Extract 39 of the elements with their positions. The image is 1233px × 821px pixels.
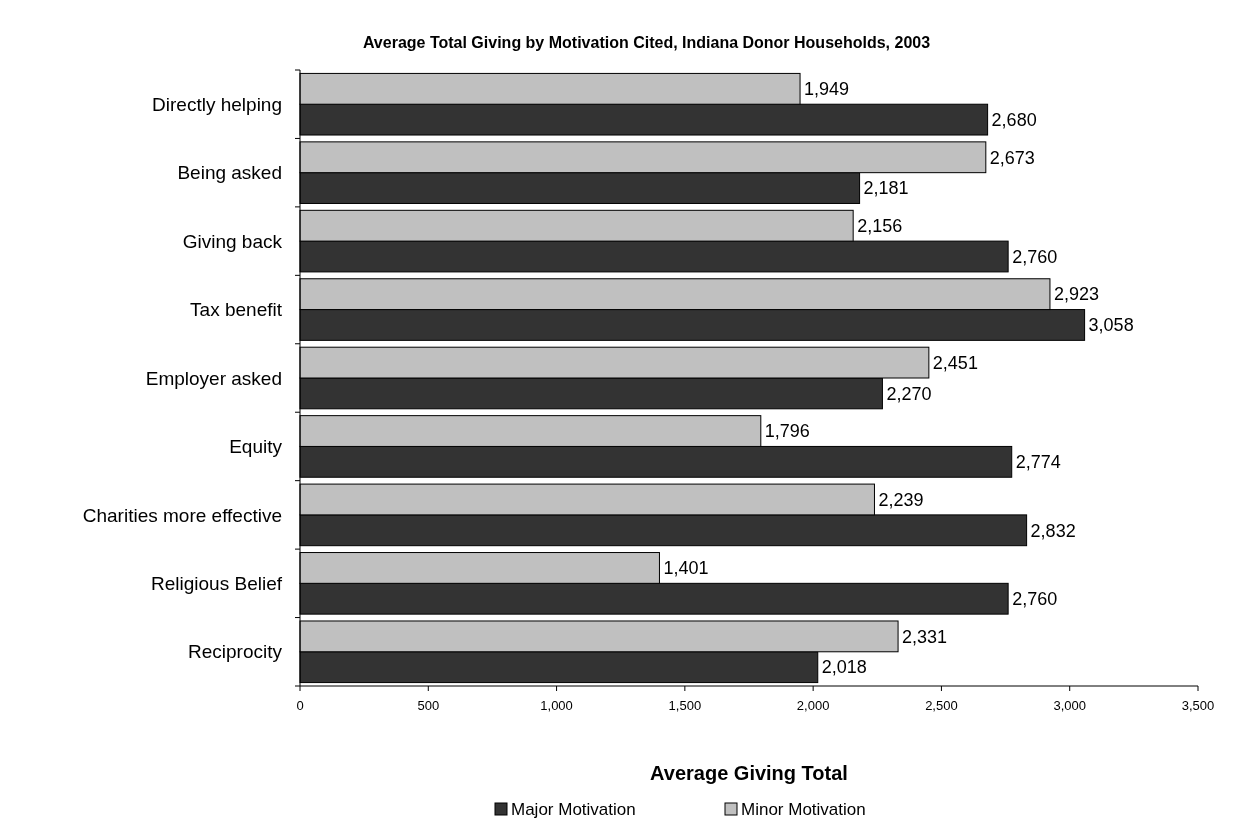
y-tick-label: Giving back bbox=[182, 230, 283, 252]
data-label: 1,401 bbox=[663, 558, 709, 579]
x-tick-label: 1,000 bbox=[540, 698, 573, 713]
data-label: 2,018 bbox=[821, 657, 867, 678]
legend-label: Major Motivation bbox=[511, 799, 636, 819]
data-label: 2,760 bbox=[1012, 589, 1058, 610]
data-label: 2,331 bbox=[902, 626, 948, 647]
legend-label: Minor Motivation bbox=[741, 799, 866, 819]
data-label: 2,270 bbox=[886, 383, 932, 404]
y-tick-label: Reciprocity bbox=[188, 641, 283, 663]
y-tick-label: Charities more effective bbox=[82, 504, 282, 526]
data-label: 2,923 bbox=[1053, 284, 1100, 305]
x-tick-label: 500 bbox=[417, 698, 440, 713]
data-label: 1,796 bbox=[764, 421, 810, 442]
data-label: 2,673 bbox=[989, 147, 1035, 168]
y-tick-label: Directly helping bbox=[152, 93, 282, 115]
data-label: 2,760 bbox=[1012, 246, 1058, 267]
data-label: 1,949 bbox=[804, 79, 850, 100]
chart-title: Average Total Giving by Motivation Cited, Indiana Donor Households, 2003 bbox=[362, 34, 931, 51]
y-tick-label: Tax benefit bbox=[190, 299, 283, 321]
x-tick-label: 0 bbox=[296, 698, 304, 713]
y-tick-label: Equity bbox=[229, 436, 283, 458]
data-label: 2,451 bbox=[932, 352, 978, 373]
data-label: 2,181 bbox=[863, 178, 909, 199]
x-tick-label: 3,000 bbox=[1053, 698, 1086, 713]
x-tick-label: 2,000 bbox=[796, 698, 830, 713]
x-tick-label: 3,500 bbox=[1181, 698, 1215, 713]
y-tick-label: Religious Belief bbox=[151, 572, 283, 594]
y-tick-label: Employer asked bbox=[145, 367, 282, 389]
data-label: 2,774 bbox=[1015, 452, 1061, 473]
data-label: 2,832 bbox=[1030, 520, 1076, 541]
x-tick-label: 1,500 bbox=[668, 698, 702, 713]
data-label: 2,680 bbox=[991, 109, 1037, 130]
data-label: 3,058 bbox=[1088, 315, 1134, 336]
y-tick-label: Being asked bbox=[177, 162, 282, 184]
data-label: 2,239 bbox=[878, 489, 924, 510]
x-axis-title: Average Giving Total bbox=[650, 762, 848, 784]
data-label: 2,156 bbox=[857, 216, 903, 237]
x-tick-label: 2,500 bbox=[925, 698, 958, 713]
